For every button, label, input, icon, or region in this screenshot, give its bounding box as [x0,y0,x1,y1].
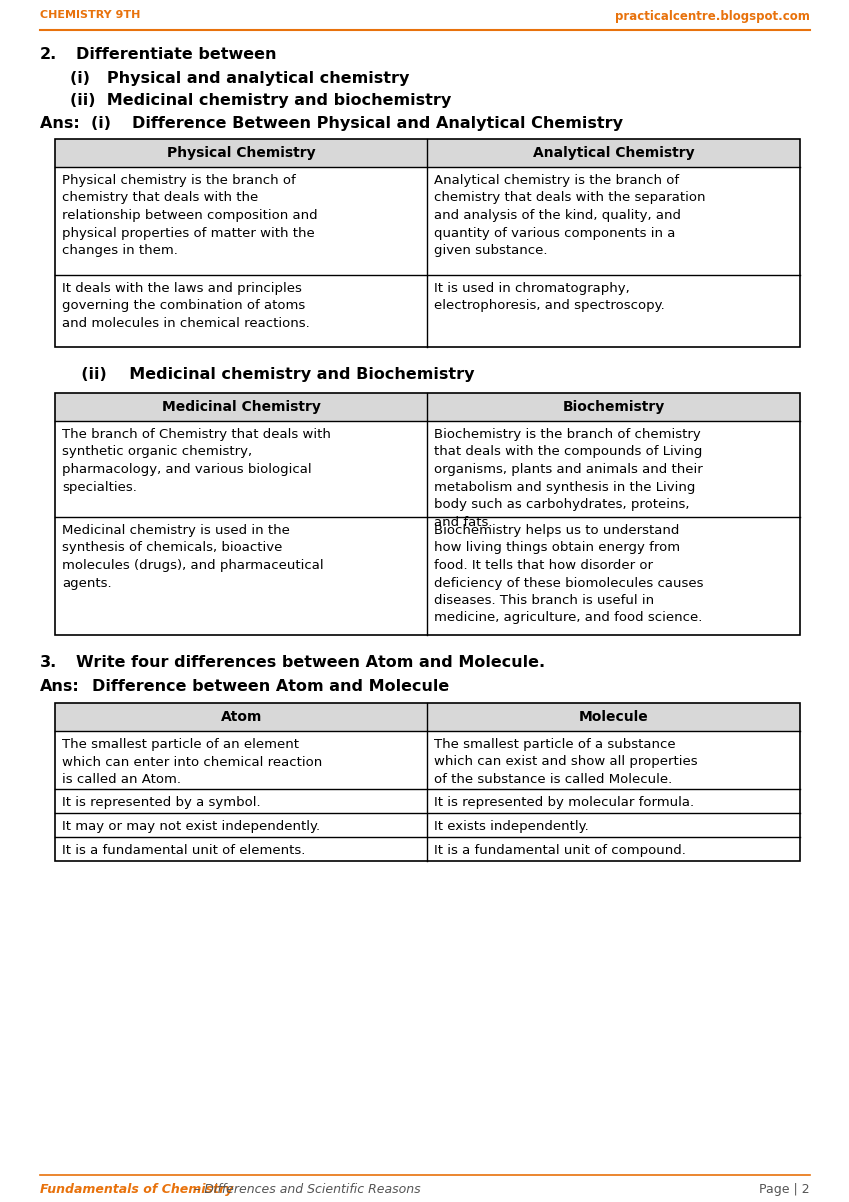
Bar [428,167,800,275]
Text: It is a fundamental unit of compound.: It is a fundamental unit of compound. [435,844,686,857]
Text: It deals with the laws and principles
governing the combination of atoms
and mol: It deals with the laws and principles go… [62,282,310,331]
Text: – Differences and Scientific Reasons: – Differences and Scientific Reasons [190,1183,420,1196]
Text: The branch of Chemistry that deals with
synthetic organic chemistry,
pharmacolog: The branch of Chemistry that deals with … [62,428,331,494]
Bar [55,813,428,837]
Text: Physical Chemistry: Physical Chemistry [167,145,316,160]
Text: 2.: 2. [40,47,57,63]
Text: The smallest particle of an element
which can enter into chemical reaction
is ca: The smallest particle of an element whic… [62,738,323,786]
Bar [55,275,428,347]
Text: Page | 2: Page | 2 [759,1183,810,1196]
Bar [55,703,800,731]
Text: It may or may not exist independently.: It may or may not exist independently. [62,820,320,833]
Text: Biochemistry helps us to understand
how living things obtain energy from
food. I: Biochemistry helps us to understand how … [435,524,704,625]
Bar [55,139,800,167]
Text: (ii)  Medicinal chemistry and biochemistry: (ii) Medicinal chemistry and biochemistr… [70,93,452,108]
Bar [428,421,800,517]
Bar [55,393,800,635]
Bar [55,393,800,421]
Text: (i)   Physical and analytical chemistry: (i) Physical and analytical chemistry [70,71,409,87]
Bar [55,517,428,635]
Bar [55,421,428,517]
Bar [55,731,428,789]
Text: Medicinal Chemistry: Medicinal Chemistry [162,400,321,413]
Text: It is used in chromatography,
electrophoresis, and spectroscopy.: It is used in chromatography, electropho… [435,282,666,313]
Text: Biochemistry: Biochemistry [563,400,665,413]
Bar [55,167,428,275]
Text: 3.: 3. [40,655,57,670]
Text: Biochemistry is the branch of chemistry
that deals with the compounds of Living
: Biochemistry is the branch of chemistry … [435,428,703,529]
Text: Difference between Atom and Molecule: Difference between Atom and Molecule [92,679,449,694]
Text: It is represented by a symbol.: It is represented by a symbol. [62,796,261,809]
Text: It is represented by molecular formula.: It is represented by molecular formula. [435,796,694,809]
Text: CHEMISTRY 9TH: CHEMISTRY 9TH [40,10,140,20]
Text: Difference Between Physical and Analytical Chemistry: Difference Between Physical and Analytic… [132,117,623,131]
Bar [55,139,800,347]
Text: The smallest particle of a substance
which can exist and show all properties
of : The smallest particle of a substance whi… [435,738,698,786]
Bar [428,517,800,635]
Text: Analytical chemistry is the branch of
chemistry that deals with the separation
a: Analytical chemistry is the branch of ch… [435,174,706,257]
Text: practicalcentre.blogspot.com: practicalcentre.blogspot.com [616,10,810,23]
Text: Differentiate between: Differentiate between [76,47,277,63]
Text: Medicinal chemistry is used in the
synthesis of chemicals, bioactive
molecules (: Medicinal chemistry is used in the synth… [62,524,323,589]
Bar [428,731,800,789]
Text: Ans:: Ans: [40,679,80,694]
Bar [55,837,428,861]
Text: Analytical Chemistry: Analytical Chemistry [533,145,694,160]
Bar [428,275,800,347]
Text: Write four differences between Atom and Molecule.: Write four differences between Atom and … [76,655,545,670]
Bar [55,789,428,813]
Bar [55,703,800,861]
Text: Physical chemistry is the branch of
chemistry that deals with the
relationship b: Physical chemistry is the branch of chem… [62,174,318,257]
Bar [428,837,800,861]
Text: (ii)    Medicinal chemistry and Biochemistry: (ii) Medicinal chemistry and Biochemistr… [70,367,475,382]
Text: Ans:  (i): Ans: (i) [40,117,111,131]
Text: Molecule: Molecule [579,710,649,724]
Text: Fundamentals of Chemistry: Fundamentals of Chemistry [40,1183,233,1196]
Text: It is a fundamental unit of elements.: It is a fundamental unit of elements. [62,844,306,857]
Text: Atom: Atom [221,710,262,724]
Bar [428,813,800,837]
Text: It exists independently.: It exists independently. [435,820,589,833]
Bar [428,789,800,813]
